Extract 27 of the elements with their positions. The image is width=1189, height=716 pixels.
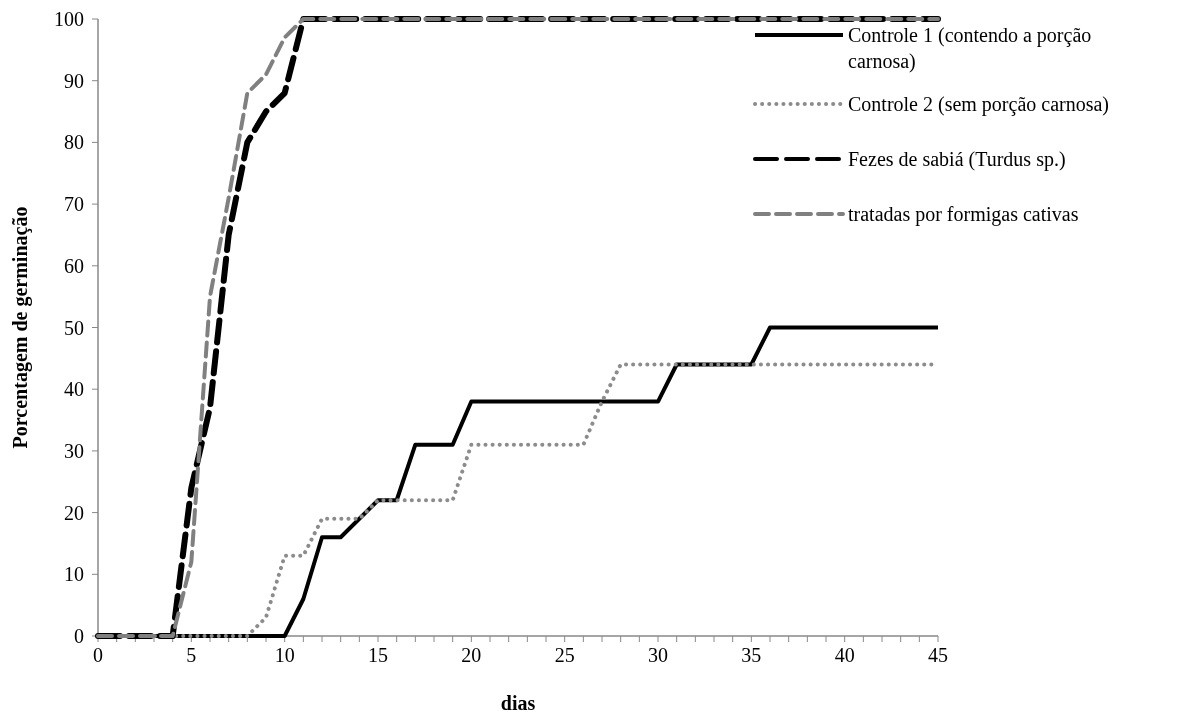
x-tick-label: 15 [368, 644, 388, 666]
y-tick-label: 100 [54, 8, 84, 30]
legend-label: Fezes de sabiá (Turdus sp.) [848, 148, 1066, 171]
legend-label: Controle 1 (contendo a porção carnosa) [848, 24, 1092, 73]
y-tick-label: 0 [74, 625, 84, 647]
y-tick-label: 30 [64, 439, 84, 462]
x-tick-label: 25 [554, 644, 575, 666]
y-tick-label: 80 [64, 131, 84, 154]
x-tick-label: 5 [186, 644, 197, 666]
y-tick-label: 50 [64, 316, 84, 339]
y-tick-label: 20 [64, 501, 84, 524]
y-tick-label: 60 [64, 254, 84, 277]
x-tick-label: 35 [741, 644, 762, 666]
legend-label: tratadas por formigas cativas [848, 203, 1079, 226]
y-tick-label: 90 [64, 69, 84, 92]
x-tick-label: 20 [461, 644, 482, 666]
x-tick-label: 40 [834, 644, 855, 666]
y-tick-label: 10 [64, 563, 84, 586]
y-tick-label: 70 [64, 193, 84, 216]
legend-label: Controle 2 (sem porção carnosa) [848, 93, 1110, 116]
y-axis-title: Porcentagem de germinação [9, 206, 32, 449]
x-tick-label: 0 [93, 644, 103, 666]
x-tick-label: 10 [274, 644, 295, 666]
y-tick-label: 40 [64, 378, 84, 401]
x-axis-title: dias [500, 692, 536, 714]
x-tick-label: 45 [928, 644, 948, 666]
x-tick-label: 30 [648, 644, 668, 666]
